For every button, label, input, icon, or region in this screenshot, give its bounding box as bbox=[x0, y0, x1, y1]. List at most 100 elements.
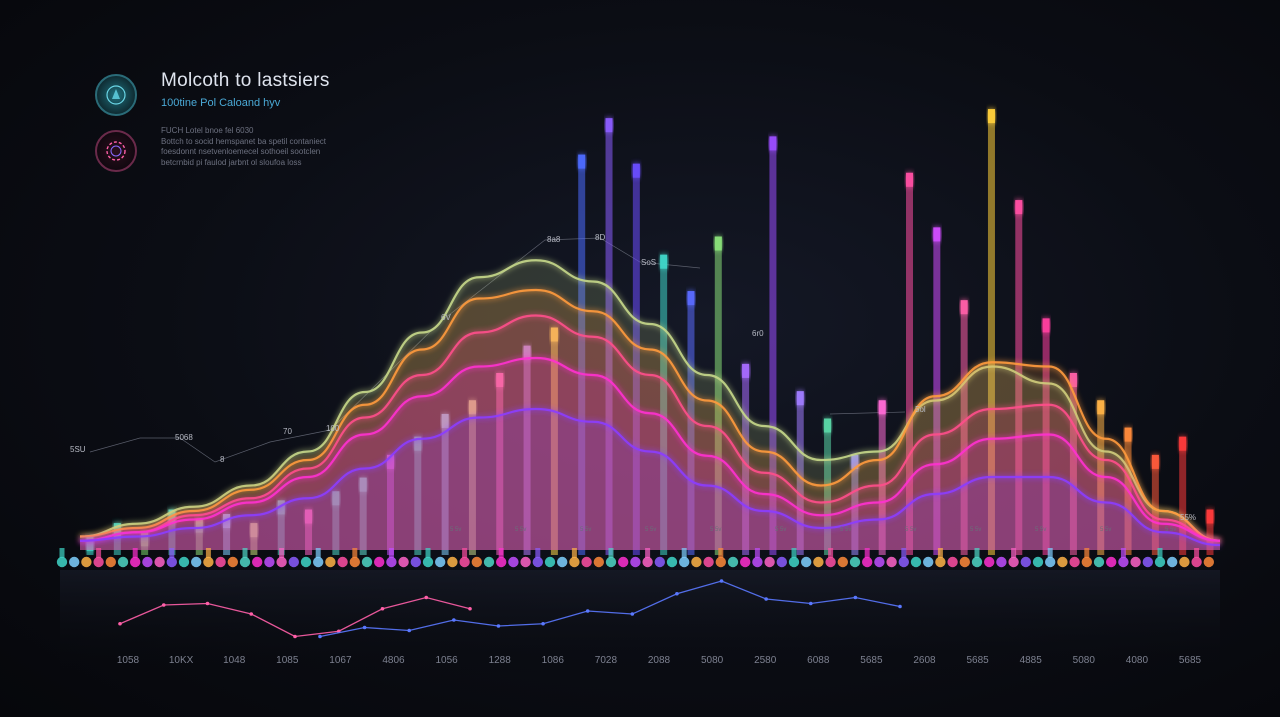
bar-cap bbox=[414, 436, 422, 451]
baseline-dot bbox=[203, 556, 214, 568]
bar bbox=[714, 236, 722, 555]
x-tick-label: 5080 bbox=[1073, 655, 1096, 666]
bar bbox=[223, 514, 231, 555]
bar-cap bbox=[359, 477, 367, 492]
callout-label: 5ol bbox=[915, 405, 926, 414]
bar-cap bbox=[1097, 400, 1105, 415]
bar-cap bbox=[687, 291, 695, 306]
baseline-dot bbox=[788, 556, 800, 568]
trend-point bbox=[585, 609, 590, 613]
trend-point bbox=[407, 628, 412, 633]
bar-cap bbox=[1042, 318, 1050, 333]
baseline-dot bbox=[69, 556, 80, 568]
bar bbox=[550, 327, 558, 555]
baseline-dot bbox=[715, 556, 726, 568]
baseline-dot bbox=[398, 556, 409, 568]
baseline-dot bbox=[752, 556, 763, 568]
bar-cap bbox=[1015, 200, 1023, 215]
bar-cap bbox=[851, 454, 859, 469]
baseline-dot bbox=[984, 556, 995, 568]
x-tick-label: 10KX bbox=[169, 655, 194, 666]
trend-point bbox=[293, 634, 297, 639]
chart-title: Molcoth to lastsiers bbox=[161, 70, 330, 91]
chart-header: Molcoth to lastsiers 100tine Pol Caloand… bbox=[95, 70, 515, 180]
baseline-dot bbox=[1008, 556, 1019, 568]
trend-point bbox=[764, 597, 768, 601]
baseline-dot bbox=[1203, 556, 1215, 568]
trend-point bbox=[380, 606, 385, 611]
callout-line bbox=[829, 411, 906, 415]
callout-label: 8a8 bbox=[547, 235, 561, 244]
baseline-dot bbox=[935, 556, 946, 568]
baseline-dot bbox=[361, 556, 373, 568]
bar bbox=[496, 373, 504, 555]
baseline-stub bbox=[718, 548, 724, 558]
baseline-dot bbox=[1093, 556, 1105, 568]
baseline-stub bbox=[937, 548, 943, 558]
baseline-stub bbox=[96, 548, 102, 558]
dot-baseline bbox=[56, 548, 1215, 568]
bar bbox=[1042, 318, 1050, 555]
baseline-dot bbox=[313, 556, 324, 568]
baseline-dot bbox=[947, 556, 958, 568]
bar bbox=[277, 500, 285, 555]
base-label: 5 5v bbox=[905, 527, 916, 533]
base-label: 5 5v bbox=[1165, 527, 1176, 533]
baseline-dot bbox=[252, 556, 263, 568]
baseline-stub bbox=[388, 548, 394, 558]
baseline-stub bbox=[681, 548, 687, 558]
bar bbox=[1097, 400, 1105, 555]
chart-subtitle: 100tine Pol Caloand hyv bbox=[161, 97, 281, 109]
baseline-dot bbox=[703, 556, 714, 568]
baseline-dot bbox=[288, 556, 299, 568]
bar-cap bbox=[824, 418, 832, 433]
baseline-dot bbox=[337, 556, 348, 568]
bar-cap bbox=[742, 363, 750, 378]
bar-cap bbox=[277, 500, 285, 515]
bar bbox=[305, 509, 313, 555]
baseline-dot bbox=[642, 556, 653, 568]
baseline-stub bbox=[1011, 548, 1017, 558]
baseline-dot bbox=[618, 556, 629, 568]
bar bbox=[250, 523, 258, 555]
baseline-dot bbox=[1191, 556, 1202, 568]
baseline-dot bbox=[300, 556, 312, 568]
baseline-dot bbox=[410, 556, 421, 568]
baseline-dot bbox=[1069, 556, 1080, 568]
baseline-stub bbox=[169, 548, 175, 558]
callout-labels: 5SU 5068 8 70 100 6V 8a8 8D SoS 6r0 5ol 55% bbox=[70, 233, 1196, 522]
baseline-dot bbox=[56, 556, 68, 568]
baseline-stub bbox=[425, 548, 431, 558]
bar-cap bbox=[796, 391, 804, 406]
baseline-dot bbox=[544, 556, 556, 568]
x-tick-label: 1288 bbox=[489, 655, 512, 666]
trend-point bbox=[853, 595, 858, 600]
x-tick-label: 6088 bbox=[807, 655, 830, 666]
bar bbox=[332, 491, 340, 555]
baseline-dot bbox=[605, 556, 617, 568]
baseline-dot bbox=[581, 556, 592, 568]
bar-cap bbox=[305, 509, 313, 524]
baseline-dot bbox=[93, 556, 104, 568]
baseline-stub bbox=[608, 548, 614, 558]
bar bbox=[960, 300, 968, 555]
trend-lines bbox=[118, 579, 902, 639]
baseline-stub bbox=[791, 548, 797, 558]
baseline-dot bbox=[886, 556, 897, 568]
baseline-dot bbox=[215, 556, 226, 568]
wave-line bbox=[79, 407, 1221, 547]
bar-cap bbox=[933, 227, 941, 242]
baseline-dot bbox=[801, 556, 812, 568]
baseline-dot bbox=[1179, 556, 1190, 568]
callout-label: 8D bbox=[595, 233, 605, 242]
bar bbox=[113, 523, 121, 555]
bar-cap bbox=[660, 254, 668, 269]
bar-cap bbox=[1069, 373, 1077, 387]
trend-point bbox=[468, 606, 472, 611]
bar bbox=[1069, 373, 1077, 555]
baseline-stub bbox=[901, 548, 907, 558]
baseline-dot bbox=[374, 556, 385, 568]
x-tick-label: 5685 bbox=[1179, 655, 1202, 666]
baseline-dot bbox=[1020, 556, 1031, 568]
bar-cap bbox=[1179, 436, 1187, 451]
